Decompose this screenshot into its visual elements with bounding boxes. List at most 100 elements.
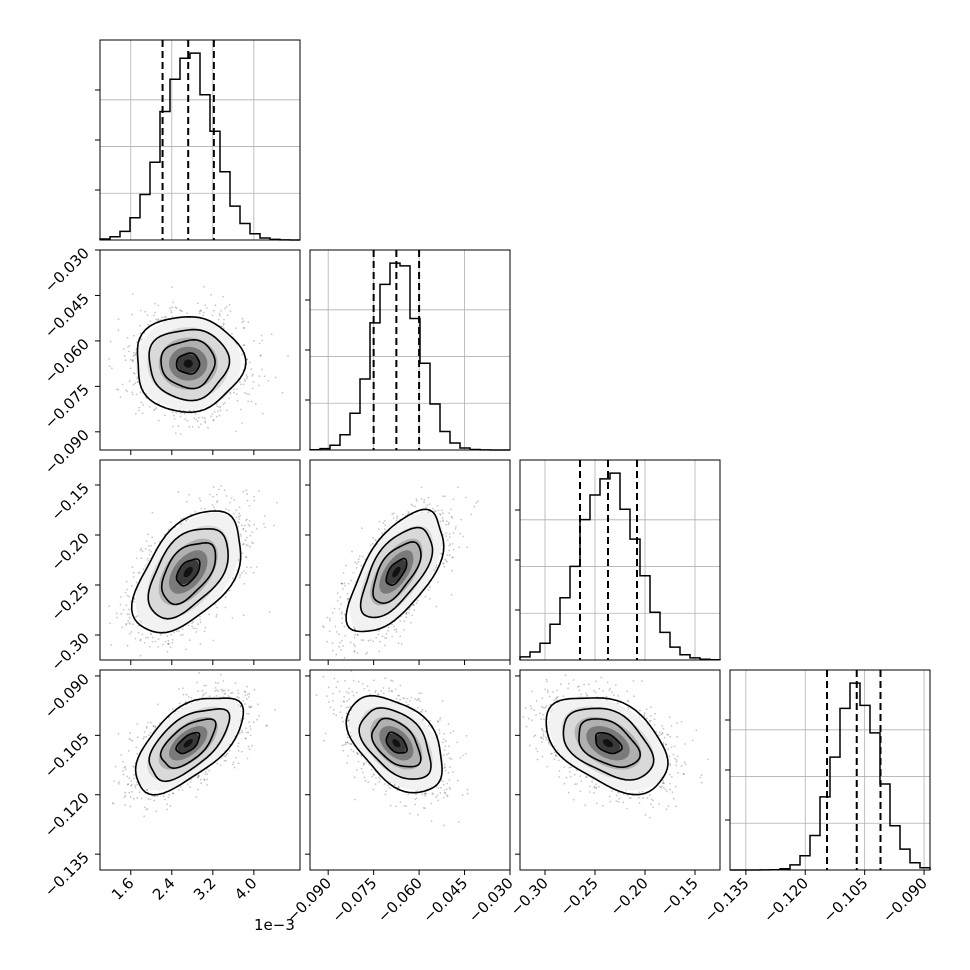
axes-frame xyxy=(519,459,721,661)
scatter-point xyxy=(245,536,248,539)
scatter-point xyxy=(187,624,190,627)
scatter-point xyxy=(136,341,138,343)
scatter-point xyxy=(154,408,156,411)
scatter-point xyxy=(343,613,346,616)
scatter-point xyxy=(186,419,189,422)
scatter-point xyxy=(258,490,260,492)
scatter-point xyxy=(396,515,399,518)
scatter-point xyxy=(403,629,405,631)
scatter-point xyxy=(141,633,144,636)
scatter-point xyxy=(441,516,444,519)
scatter-point xyxy=(247,544,249,547)
scatter-point xyxy=(157,318,160,320)
scatter-point xyxy=(245,530,247,533)
scatter-point xyxy=(120,612,123,615)
scatter-point xyxy=(173,418,176,420)
scatter-point xyxy=(331,642,334,644)
scatter-point xyxy=(450,515,453,518)
scatter-point xyxy=(245,566,248,569)
scatter-point xyxy=(450,593,453,596)
scatter-point xyxy=(274,376,277,379)
scatter-point xyxy=(212,419,215,422)
scatter-point xyxy=(196,302,199,305)
scatter-point xyxy=(201,416,204,419)
scatter-point xyxy=(466,546,469,549)
scatter-point xyxy=(208,613,211,616)
scatter-point xyxy=(139,391,142,394)
scatter-point xyxy=(128,595,131,598)
scatter-point xyxy=(132,360,134,363)
scatter-point xyxy=(195,418,198,421)
scatter-point xyxy=(366,651,369,654)
scatter-point xyxy=(346,598,349,601)
scatter-point xyxy=(128,350,130,353)
scatter-point xyxy=(220,485,223,487)
scatter-point xyxy=(446,560,449,563)
scatter-point xyxy=(240,383,243,386)
scatter-point xyxy=(141,338,143,340)
scatter-point xyxy=(137,572,140,574)
scatter-point xyxy=(119,603,122,606)
scatter-point xyxy=(140,547,143,550)
scatter-point xyxy=(232,577,234,580)
scatter-point xyxy=(132,359,134,361)
scatter-point xyxy=(121,383,124,386)
scatter-point xyxy=(200,310,202,312)
scatter-point xyxy=(238,518,241,520)
scatter-point xyxy=(137,409,140,412)
scatter-point xyxy=(336,592,339,595)
scatter-point xyxy=(173,631,176,634)
scatter-point xyxy=(235,516,238,519)
scatter-point xyxy=(258,342,261,345)
scatter-point xyxy=(423,499,426,501)
scatter-point xyxy=(166,650,169,653)
scatter-point xyxy=(239,514,242,517)
scatter-point xyxy=(127,346,129,348)
scatter-point xyxy=(199,643,202,646)
scatter-point xyxy=(222,323,225,326)
scatter-point xyxy=(250,400,253,403)
scatter-point xyxy=(352,572,355,574)
scatter-point xyxy=(209,493,212,496)
scatter-point xyxy=(120,596,122,598)
scatter-point xyxy=(150,550,152,553)
scatter-point xyxy=(245,543,248,546)
scatter-point xyxy=(242,326,245,329)
scatter-point xyxy=(204,420,206,422)
scatter-point xyxy=(246,393,248,395)
density-fill xyxy=(183,359,193,368)
scatter-point xyxy=(131,293,134,295)
scatter-point xyxy=(262,522,265,525)
scatter-point xyxy=(275,501,278,504)
scatter-point xyxy=(408,612,411,614)
scatter-point xyxy=(121,626,124,629)
scatter-point xyxy=(246,493,249,495)
scatter-point xyxy=(211,504,214,506)
axes-frame xyxy=(729,669,931,871)
scatter-point xyxy=(442,495,444,498)
scatter-point xyxy=(222,322,225,325)
scatter-point xyxy=(135,412,137,415)
scatter-point xyxy=(267,380,270,382)
scatter-point xyxy=(213,410,216,413)
scatter-point xyxy=(154,311,156,314)
scatter-point xyxy=(448,544,451,547)
scatter-point xyxy=(235,430,238,433)
scatter-point xyxy=(473,505,476,508)
scatter-point xyxy=(131,566,134,568)
scatter-point xyxy=(248,393,251,395)
scatter-point xyxy=(131,391,134,394)
scatter-point xyxy=(241,552,244,555)
scatter-point xyxy=(233,499,236,501)
scatter-point xyxy=(117,318,120,321)
scatter-point xyxy=(252,542,255,545)
scatter-point xyxy=(435,605,438,608)
scatter-point xyxy=(216,415,218,418)
scatter-point xyxy=(270,333,273,335)
scatter-point xyxy=(164,640,167,643)
scatter-point xyxy=(216,500,219,502)
scatter-point xyxy=(225,508,227,510)
scatter-point xyxy=(212,639,215,642)
scatter-point xyxy=(428,503,431,506)
scatter-point xyxy=(442,512,444,515)
